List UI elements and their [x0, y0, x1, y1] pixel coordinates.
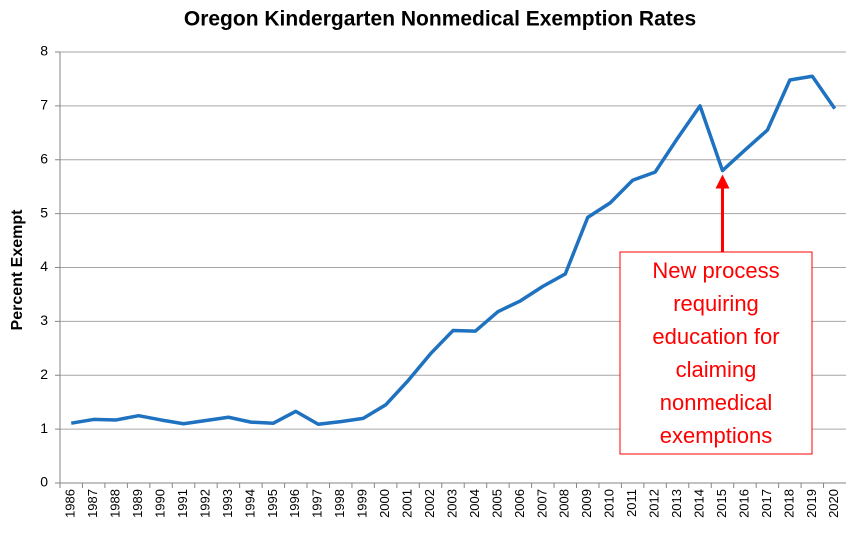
x-tick-label: 2008	[557, 489, 572, 518]
y-tick-label: 0	[40, 474, 48, 490]
x-tick-label: 2002	[422, 489, 437, 518]
x-tick-label: 2012	[647, 489, 662, 518]
x-tick-label: 2004	[467, 489, 482, 518]
x-tick-label: 2016	[736, 489, 751, 518]
x-tick-label: 2019	[804, 489, 819, 518]
x-tick-label: 2017	[759, 489, 774, 518]
x-tick-label: 1991	[175, 489, 190, 518]
y-axis-label: Percent Exempt	[9, 209, 26, 331]
x-tick-label: 2009	[579, 489, 594, 518]
y-tick-label: 2	[40, 366, 48, 382]
x-tick-label: 2015	[714, 489, 729, 518]
x-tick-label: 1988	[108, 489, 123, 518]
x-tick-label: 2001	[400, 489, 415, 518]
x-tick-label: 1995	[265, 489, 280, 518]
x-tick-label: 2020	[826, 489, 841, 518]
x-tick-label: 2006	[512, 489, 527, 518]
x-tick-label: 2000	[377, 489, 392, 518]
x-tick-label: 2010	[602, 489, 617, 518]
annotation-text: education for	[652, 324, 779, 349]
x-tick-label: 1997	[310, 489, 325, 518]
x-tick-label: 2014	[691, 489, 706, 518]
x-tick-label: 2018	[781, 489, 796, 518]
x-tick-label: 1996	[287, 489, 302, 518]
annotation-box	[619, 251, 813, 455]
y-tick-label: 7	[40, 97, 48, 113]
y-tick-label: 1	[40, 420, 48, 436]
x-tick-label: 2013	[669, 489, 684, 518]
x-tick-label: 2003	[444, 489, 459, 518]
annotation-text: New process	[652, 258, 779, 283]
x-tick-label: 2007	[534, 489, 549, 518]
y-tick-label: 5	[40, 204, 48, 220]
annotation-text: exemptions	[660, 423, 773, 448]
x-tick-label: 1987	[85, 489, 100, 518]
annotation-text: claiming	[676, 357, 757, 382]
x-tick-label: 1999	[355, 489, 370, 518]
chart-title: Oregon Kindergarten Nonmedical Exemption…	[184, 8, 696, 31]
annotation-arrowhead	[715, 174, 730, 189]
x-tick-label: 1993	[220, 489, 235, 518]
x-tick-label: 2011	[624, 489, 639, 517]
annotation-text: requiring	[673, 291, 759, 316]
x-tick-label: 1990	[152, 489, 167, 518]
x-tick-label: 1986	[63, 489, 78, 518]
annotation-text: nonmedical	[660, 390, 773, 415]
y-tick-label: 6	[40, 150, 48, 166]
y-tick-label: 8	[40, 43, 48, 59]
y-tick-label: 4	[40, 258, 48, 274]
data-line	[70, 74, 837, 427]
y-tick-label: 3	[40, 312, 48, 328]
x-tick-label: 1989	[130, 489, 145, 518]
x-tick-label: 2005	[489, 489, 504, 518]
x-tick-label: 1992	[197, 489, 212, 518]
x-tick-label: 1998	[332, 489, 347, 518]
x-tick-label: 1994	[242, 489, 257, 518]
